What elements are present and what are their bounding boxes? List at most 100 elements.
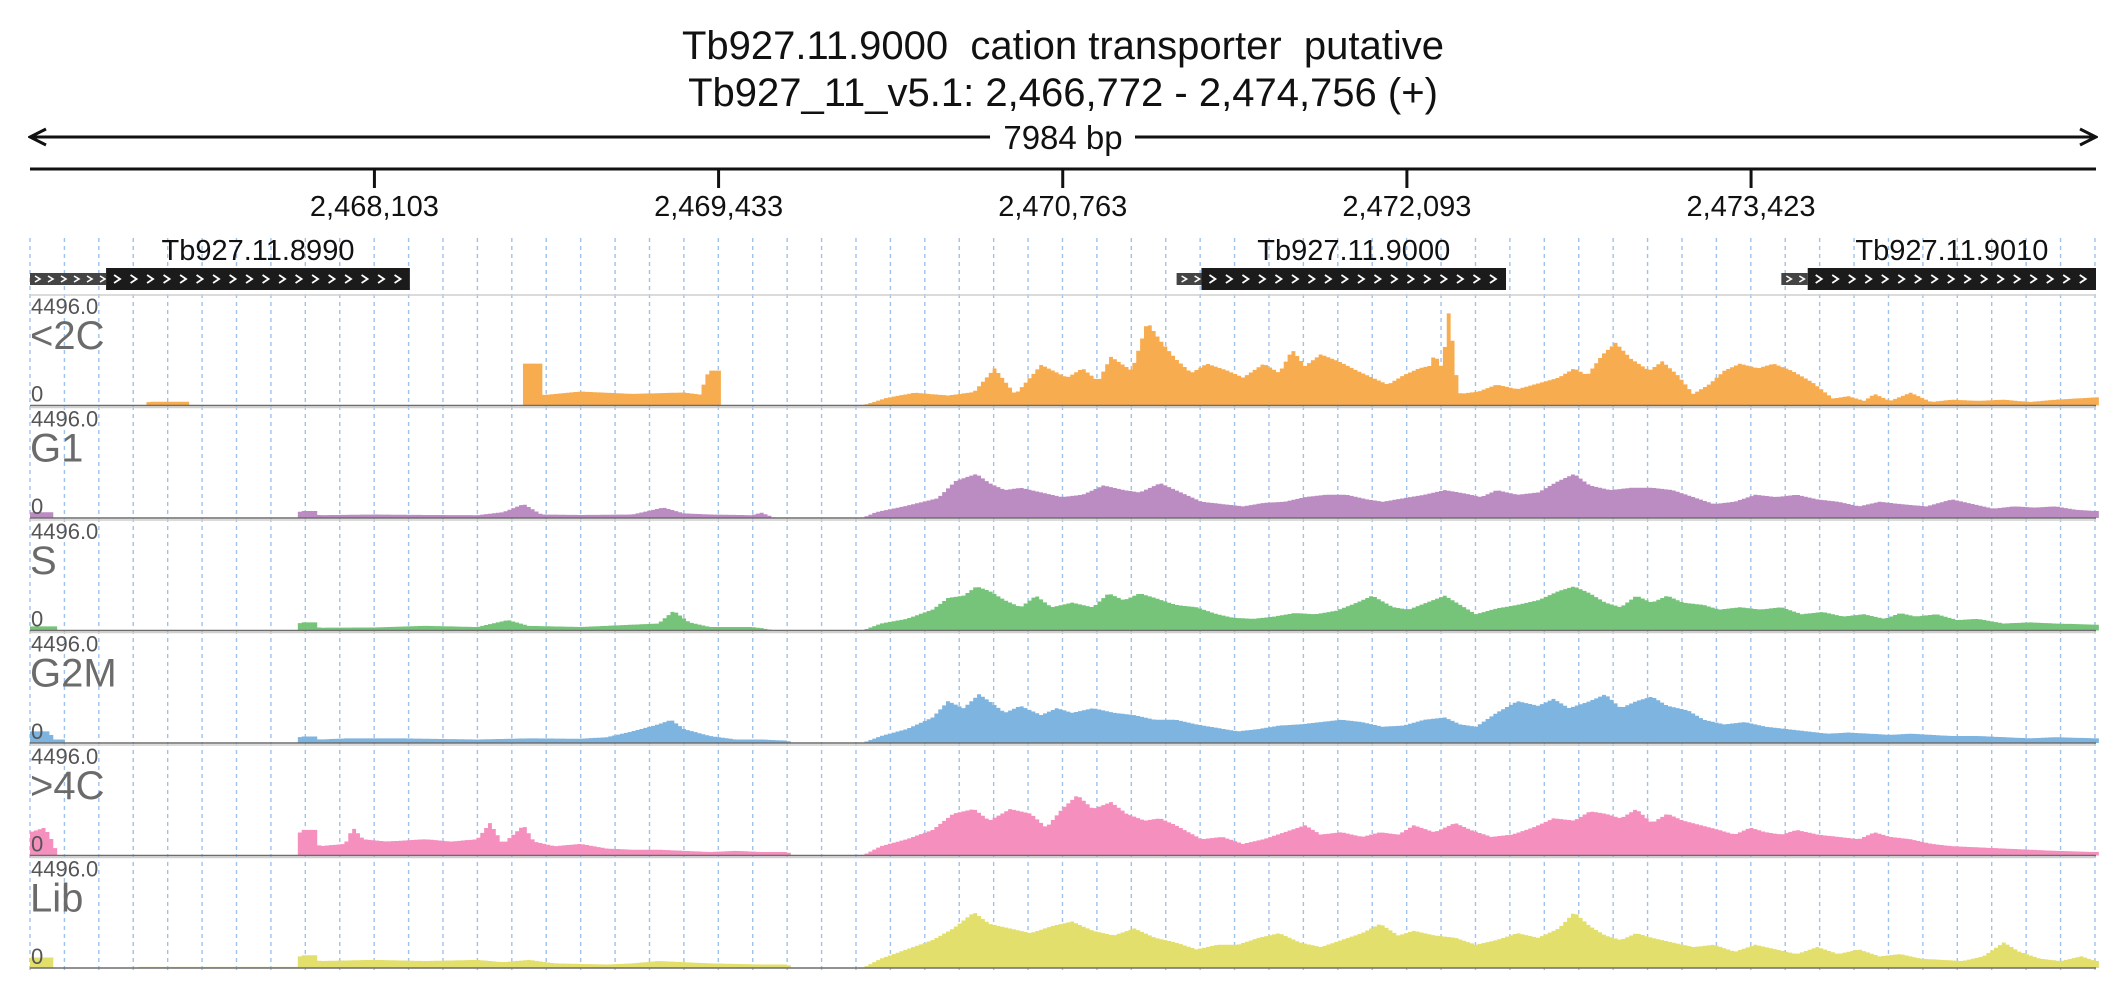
strand-chevron [2062, 274, 2071, 284]
track-name-5: Lib [30, 877, 83, 921]
coverage-area-2 [30, 586, 2099, 631]
strand-chevron [1489, 274, 1498, 284]
strand-chevron [1340, 274, 1350, 284]
track-1: 4496.0 0 G1 [30, 407, 2099, 519]
track-2: 4496.0 0 S [30, 519, 2099, 632]
strand-chevron [113, 274, 122, 284]
track-min-label: 0 [31, 607, 43, 632]
track-name-0: <2C [30, 314, 105, 358]
strand-chevron [130, 274, 139, 284]
strand-chevron [1439, 274, 1449, 284]
coverage-area-4 [30, 796, 2099, 856]
gene-cds-2 [1807, 268, 2096, 290]
track-name-3: G2M [30, 652, 117, 696]
strand-chevron [262, 274, 271, 284]
axis-tick-label-0: 2,468,103 [310, 191, 439, 223]
strand-chevron [2013, 274, 2022, 284]
strand-chevron [1291, 274, 1300, 284]
strand-chevron [163, 274, 172, 284]
axis-tick-label-3: 2,472,093 [1342, 191, 1471, 223]
strand-chevron [328, 274, 337, 284]
strand-chevron [2029, 274, 2038, 284]
strand-chevron [1324, 274, 1333, 284]
strand-chevron [394, 274, 403, 284]
gene-label-1: Tb927.11.9000 [1257, 235, 1450, 267]
strand-chevron [1357, 274, 1366, 284]
strand-chevron [1456, 274, 1465, 284]
strand-chevron [1815, 274, 1824, 284]
strand-chevron [1373, 274, 1383, 284]
strand-chevron [1208, 274, 1218, 284]
axis-tick-label-2: 2,470,763 [998, 191, 1127, 223]
strand-chevron [1864, 274, 1873, 284]
coordinate-axis: 2,468,103 2,469,433 2,470,763 2,472,093 2,47… [30, 167, 2096, 223]
strand-chevron [1274, 274, 1284, 284]
gene-2: Tb927.11.9010 [1781, 235, 2096, 290]
strand-chevron [1848, 274, 1857, 284]
track-name-1: G1 [30, 427, 83, 471]
gene-1: Tb927.11.9000 [1176, 235, 1507, 290]
track-max-label: 4496.0 [31, 632, 98, 657]
strand-chevron [196, 274, 205, 284]
strand-chevron [1390, 274, 1399, 284]
strand-chevron [278, 274, 287, 284]
strand-chevron [344, 274, 353, 284]
track-min-label: 0 [31, 832, 43, 857]
gene-cds-0 [106, 268, 410, 290]
strand-chevron [2046, 274, 2055, 284]
track-5: 4496.0 0 Lib [30, 857, 2099, 969]
strand-chevron [1472, 274, 1482, 284]
span-ruler: 7984 bp [30, 119, 2096, 156]
strand-chevron [1897, 274, 1906, 284]
strand-chevron [311, 274, 320, 284]
gene-0: Tb927.11.8990 [30, 235, 410, 290]
track-3: 4496.0 0 G2M [30, 632, 2099, 744]
track-name-2: S [30, 539, 57, 583]
strand-chevron [295, 274, 304, 284]
axis-tick-label-1: 2,469,433 [654, 191, 783, 223]
coverage-area-1 [30, 474, 2099, 518]
strand-chevron [1225, 274, 1234, 284]
chart-title: Tb927.11.9000 cation transporter putativ… [682, 24, 1444, 68]
track-min-label: 0 [31, 944, 43, 969]
strand-chevron [179, 274, 188, 284]
track-min-label: 0 [31, 494, 43, 519]
strand-chevron [1307, 274, 1317, 284]
track-max-label: 4496.0 [31, 294, 98, 319]
track-max-label: 4496.0 [31, 857, 98, 882]
strand-chevron [1963, 274, 1972, 284]
coverage-area-5 [30, 913, 2099, 968]
coverage-area-0 [146, 313, 2099, 406]
strand-chevron [1241, 274, 1251, 284]
strand-chevron [1980, 274, 1989, 284]
strand-chevron [146, 274, 155, 284]
strand-chevron [1258, 274, 1267, 284]
gene-label-0: Tb927.11.8990 [161, 235, 354, 267]
track-0: 4496.0 0 <2C [30, 294, 2099, 407]
strand-chevron [1423, 274, 1432, 284]
gene-track: Tb927.11.8990 Tb927.11.9000 Tb927.11.9010 [30, 235, 2096, 290]
strand-chevron [1881, 274, 1890, 284]
strand-chevron [1831, 274, 1840, 284]
strand-chevron [1914, 274, 1923, 284]
axis-ticks: 2,468,103 2,469,433 2,470,763 2,472,093 2,47… [310, 169, 1816, 223]
grid-lines [29, 238, 2096, 970]
gene-label-2: Tb927.11.9010 [1855, 235, 2048, 267]
span-label: 7984 bp [1003, 119, 1122, 156]
strand-chevron [245, 274, 254, 284]
gene-utr-1 [1176, 273, 1202, 285]
strand-chevron [2079, 274, 2088, 284]
track-name-4: >4C [30, 764, 105, 808]
strand-chevron [1996, 274, 2005, 284]
coverage-tracks: 4496.00<2C4496.00G14496.00S4496.00G2M449… [30, 294, 2099, 969]
gene-cds-1 [1201, 268, 1507, 290]
strand-chevron [212, 274, 221, 284]
track-4: 4496.0 0 >4C [30, 744, 2099, 857]
track-max-label: 4496.0 [31, 407, 98, 432]
strand-chevron [1930, 274, 1939, 284]
gene-utr-2 [1781, 273, 1808, 285]
strand-chevron [377, 274, 386, 284]
strand-chevron [1406, 274, 1416, 284]
track-max-label: 4496.0 [31, 519, 98, 544]
